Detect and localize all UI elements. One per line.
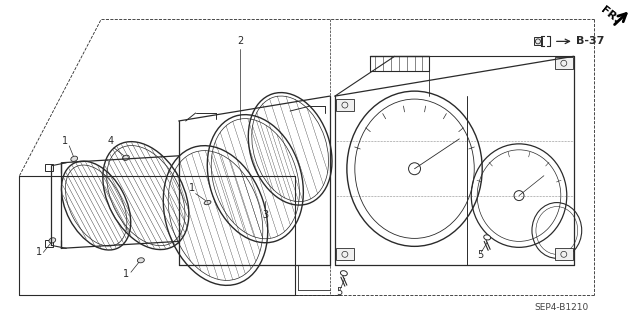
Ellipse shape xyxy=(123,155,129,160)
Bar xyxy=(534,37,542,45)
Text: 1: 1 xyxy=(123,269,129,279)
Ellipse shape xyxy=(49,238,56,243)
Ellipse shape xyxy=(514,191,524,201)
Text: 5: 5 xyxy=(336,287,342,297)
Text: 3: 3 xyxy=(262,211,268,220)
Ellipse shape xyxy=(340,271,348,276)
Ellipse shape xyxy=(71,156,77,161)
Text: 1: 1 xyxy=(36,247,42,257)
Ellipse shape xyxy=(408,163,420,175)
Bar xyxy=(555,57,573,69)
Text: 5: 5 xyxy=(477,250,483,260)
Ellipse shape xyxy=(484,235,491,240)
Bar xyxy=(336,99,354,111)
Text: 1: 1 xyxy=(62,136,68,146)
Ellipse shape xyxy=(204,200,211,205)
Bar xyxy=(45,164,53,171)
Bar xyxy=(45,241,53,247)
Text: SEP4-B1210: SEP4-B1210 xyxy=(534,303,589,312)
Text: FR.: FR. xyxy=(598,5,621,26)
Bar xyxy=(555,249,573,260)
Bar xyxy=(336,249,354,260)
Text: 4: 4 xyxy=(108,136,114,146)
Text: 2: 2 xyxy=(237,36,244,46)
Ellipse shape xyxy=(138,258,145,263)
Text: B-37: B-37 xyxy=(576,36,604,46)
Text: 1: 1 xyxy=(189,183,195,193)
